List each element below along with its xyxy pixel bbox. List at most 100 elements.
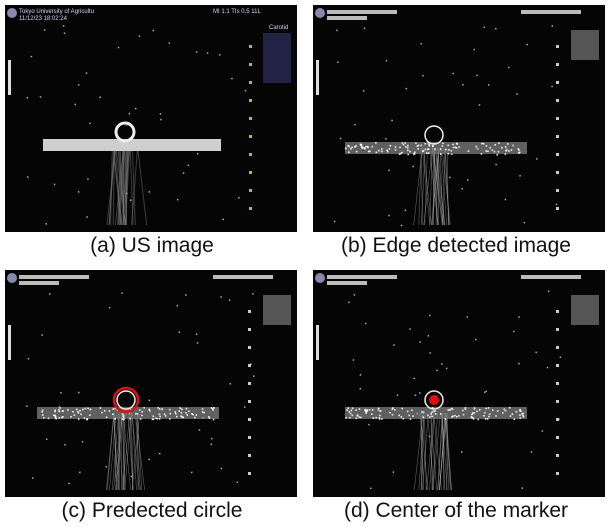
scale-bar [316,325,319,360]
speckle [203,412,205,414]
speckle [55,418,57,420]
speckle [379,415,381,417]
speckle [153,418,155,420]
dot [461,451,463,453]
bar [43,139,221,151]
dot [446,368,448,370]
speckle [399,147,401,149]
speckle [485,408,487,410]
speckle [129,418,131,420]
caption: (b) Edge detected image [304,234,608,258]
speckle [501,147,503,149]
speckle [448,149,450,151]
speckle [187,414,189,416]
speckle [53,415,55,417]
speckle [471,414,473,416]
dot [148,459,150,461]
speckle [390,145,392,147]
speckle [143,407,145,409]
speckle [76,409,78,411]
dot [252,293,254,295]
speckle [487,150,489,152]
dot [429,352,431,354]
speckle [161,408,163,410]
dot [160,119,162,121]
dot [360,374,362,376]
speckle [141,411,143,413]
dot [479,104,481,106]
speckle [407,411,409,413]
scale-dot [556,382,559,385]
dot [183,172,185,174]
speckle [458,146,460,148]
dot [429,315,431,317]
scale-dot [556,436,559,439]
speckle [487,418,489,420]
speckle [485,150,487,152]
speckle [488,407,490,409]
speckle [176,416,178,418]
scale-dot [556,189,559,192]
speckle [429,416,431,418]
speckle [510,415,512,417]
speckle [494,144,496,146]
speckle [409,151,411,153]
speckle [414,151,416,153]
speckle [140,418,142,420]
speckle [169,418,171,420]
speckle [357,415,359,417]
speckle [360,144,362,146]
speckle [401,408,403,410]
scale-dot [249,117,252,120]
speckle [485,418,487,420]
dot [126,193,128,195]
dot [129,113,131,115]
dot [83,409,85,411]
speckle [523,416,525,418]
overlay-preset: Carotid [269,25,288,31]
dot [49,293,51,295]
speckle [135,413,137,415]
speckle [402,142,404,144]
background [313,270,605,497]
speckle [186,408,188,410]
dot [334,221,336,223]
dot [230,383,232,385]
caption: (c) Predected circle [0,499,304,523]
speckle [211,407,213,409]
speckle [407,154,409,156]
speckle [159,408,161,410]
dot [415,394,417,396]
speckle [392,414,394,416]
speckle [478,419,480,421]
dot [219,54,221,56]
scale-dot [248,328,251,331]
speckle [371,413,373,415]
speckle [492,409,494,411]
speckle [169,409,171,411]
dot [179,332,181,334]
dot [68,483,70,485]
speckle [159,416,161,418]
dot [44,29,46,31]
scale-dot [249,189,252,192]
speckle [440,148,442,150]
scale-dot [556,207,559,210]
speckle [420,145,422,147]
image-content [5,270,297,497]
speckle [475,146,477,148]
speckle [213,419,215,421]
speckle [351,410,353,412]
dot [78,392,80,394]
speckle [448,153,450,155]
speckle [428,152,430,154]
dot [78,84,80,86]
dot [139,35,141,37]
speckle [415,142,417,144]
scale-dot [556,117,559,120]
dot [547,367,549,369]
side-text [571,30,599,60]
caption: (a) US image [0,234,304,258]
dot [87,178,89,180]
speckle [522,413,524,415]
